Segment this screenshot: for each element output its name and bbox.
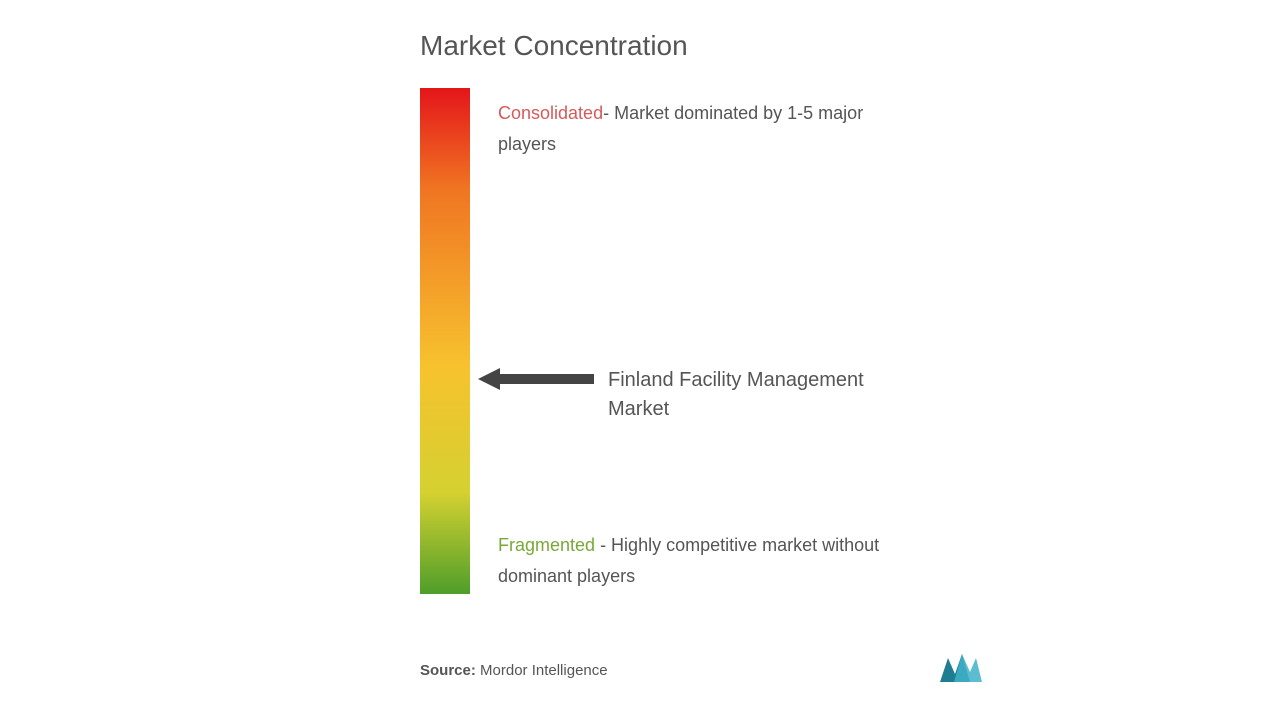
source-value: Mordor Intelligence [476,662,608,679]
concentration-gradient-bar [420,88,470,594]
marker-arrow-icon [478,368,598,390]
consolidated-label: Consolidated [498,103,603,123]
consolidated-block: Consolidated- Market dominated by 1-5 ma… [498,98,878,159]
source-label: Source: [420,662,476,679]
marker-label: Finland Facility Management Market [608,366,888,424]
arrow-shape [478,368,594,390]
fragmented-block: Fragmented - Highly competitive market w… [498,530,908,591]
source-line: Source: Mordor Intelligence [420,662,608,679]
mordor-logo-icon [940,654,982,684]
logo-path-2 [954,654,982,682]
page-title: Market Concentration [420,30,688,62]
fragmented-label: Fragmented [498,535,595,555]
